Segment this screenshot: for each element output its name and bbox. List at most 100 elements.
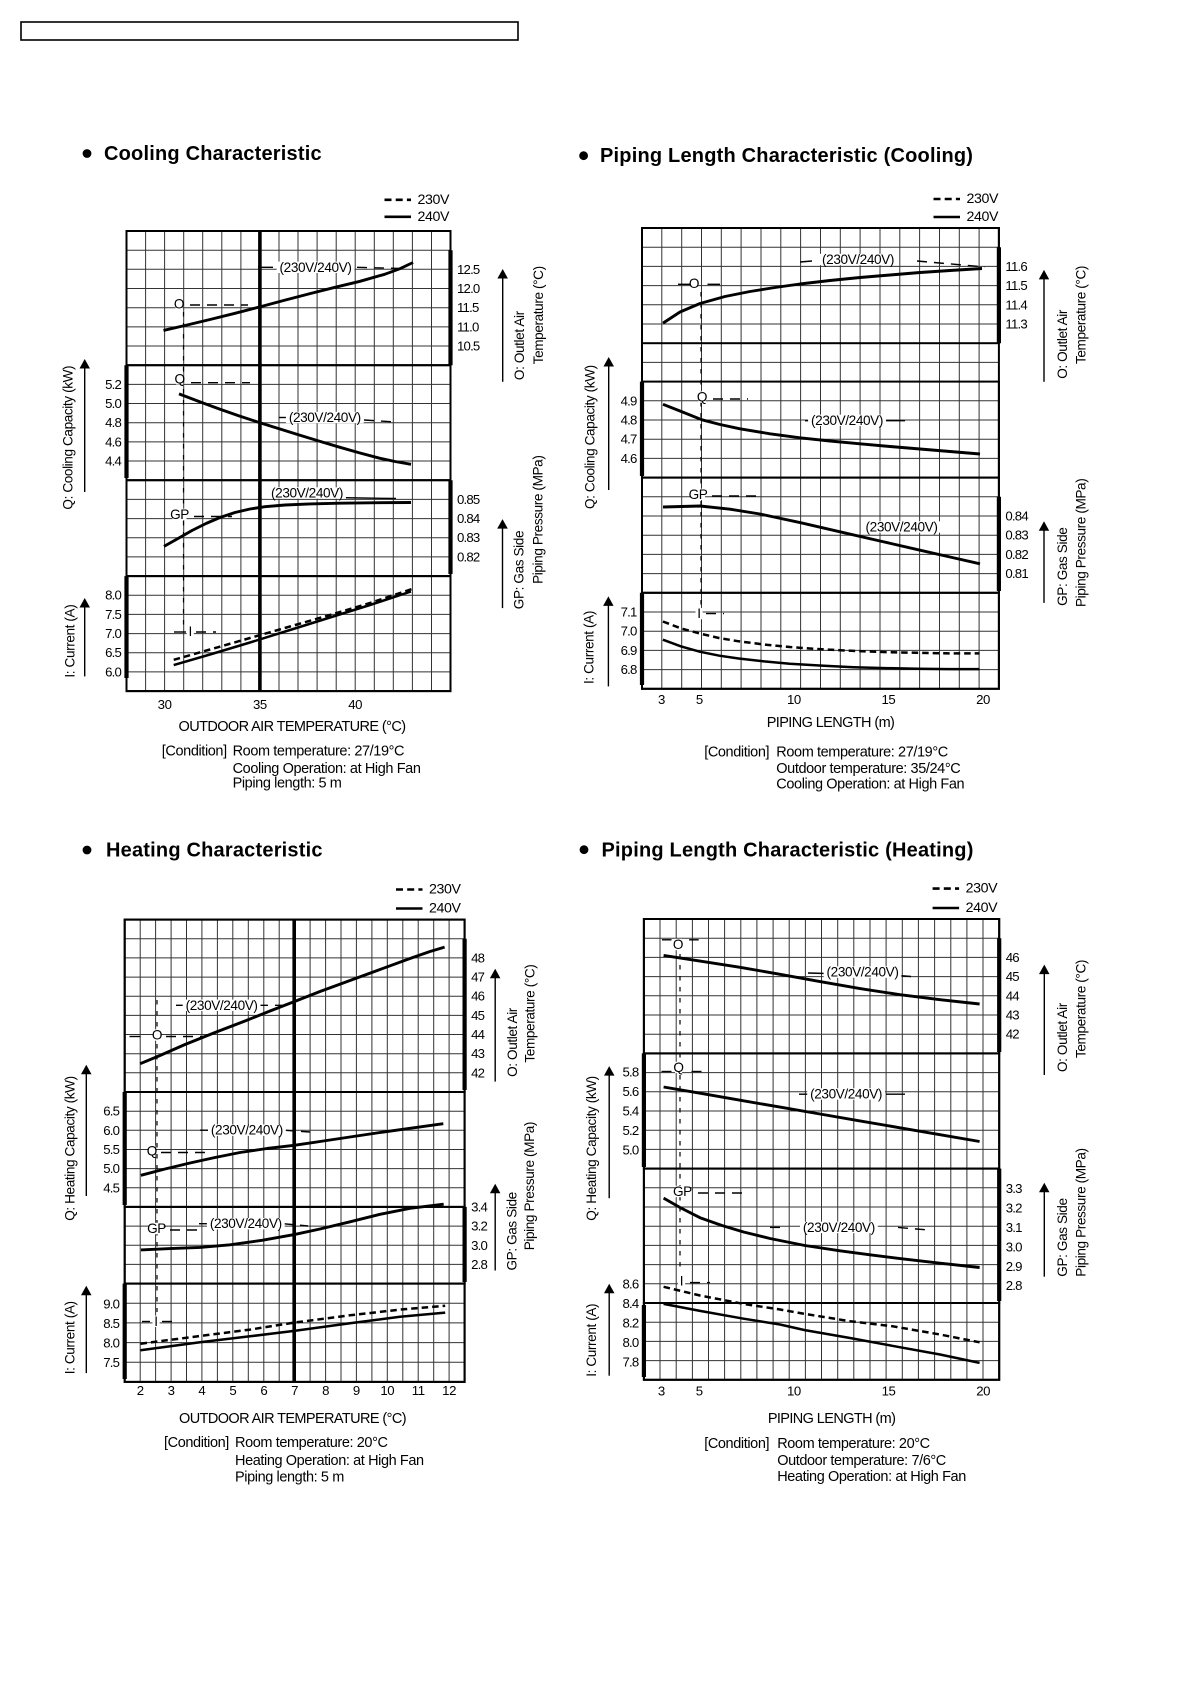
svg-text:Cooling Operation: at High Fan: Cooling Operation: at High Fan [776,777,964,793]
svg-text:Outdoor temperature: 35/24°C: Outdoor temperature: 35/24°C [776,761,960,777]
svg-text:Q: Q [175,371,185,386]
svg-text:44: 44 [471,1027,485,1042]
svg-text:Temperature (°C): Temperature (°C) [1074,960,1089,1058]
svg-text:Piping length: 5 m: Piping length: 5 m [235,1470,344,1486]
svg-text:5.4: 5.4 [622,1104,638,1119]
svg-text:12.0: 12.0 [457,281,480,296]
svg-text:4.8: 4.8 [105,415,121,430]
svg-text:8.0: 8.0 [622,1335,638,1350]
svg-text:11: 11 [412,1383,425,1398]
svg-text:2.9: 2.9 [1006,1259,1022,1274]
svg-text:GP: GP [689,487,708,502]
svg-text:8.0: 8.0 [105,588,121,603]
svg-text:5.6: 5.6 [622,1084,638,1099]
svg-text:Heating Operation: at High Fan: Heating Operation: at High Fan [235,1453,424,1469]
svg-text:6.5: 6.5 [103,1104,119,1119]
svg-text:7.0: 7.0 [105,626,121,641]
svg-text:Piping Length Characteristic (: Piping Length Characteristic (Cooling) [600,145,973,167]
svg-text:15: 15 [881,692,895,707]
svg-text:11.0: 11.0 [457,319,479,334]
svg-text:[Condition]: [Condition] [162,744,227,760]
svg-text:10: 10 [787,1383,801,1398]
svg-text:5.8: 5.8 [622,1065,638,1080]
svg-text:8: 8 [322,1383,329,1398]
svg-text:230V: 230V [966,881,998,897]
svg-text:10: 10 [380,1383,394,1398]
svg-text:3.0: 3.0 [471,1238,487,1253]
svg-text:40: 40 [348,697,362,712]
svg-text:I: I [189,624,192,639]
svg-text:2.8: 2.8 [1006,1278,1022,1293]
svg-text:240V: 240V [429,901,461,917]
svg-text:0.84: 0.84 [1005,509,1028,524]
svg-text:(230V/240V): (230V/240V) [289,410,361,425]
svg-text:3.2: 3.2 [471,1219,487,1234]
svg-text:O: Outlet Air: O: Outlet Air [512,310,527,380]
svg-text:35: 35 [253,697,267,712]
svg-text:240V: 240V [418,209,450,225]
svg-text:Piping length: 5 m: Piping length: 5 m [233,776,342,792]
svg-text:Q: Cooling Capacity (kW): Q: Cooling Capacity (kW) [583,365,598,509]
svg-text:230V: 230V [967,191,999,207]
svg-text:240V: 240V [967,209,999,225]
svg-text:I: Current (A): I: Current (A) [584,1304,599,1377]
svg-text:42: 42 [1006,1027,1020,1042]
svg-text:(230V/240V): (230V/240V) [210,1216,282,1231]
svg-text:(230V/240V): (230V/240V) [827,965,899,980]
svg-text:3.2: 3.2 [1006,1201,1022,1216]
svg-text:I: I [680,1274,683,1289]
svg-text:45: 45 [1006,969,1020,984]
svg-text:12.5: 12.5 [457,262,480,277]
svg-text:8.6: 8.6 [622,1277,638,1292]
svg-text:6.8: 6.8 [621,662,637,677]
svg-text:0.83: 0.83 [457,530,480,545]
svg-text:GP: Gas Side: GP: Gas Side [1055,528,1070,606]
svg-text:0.84: 0.84 [457,511,480,526]
svg-text:11.5: 11.5 [1005,278,1027,293]
svg-text:8.2: 8.2 [622,1316,638,1331]
svg-text:Room temperature: 20°C: Room temperature: 20°C [235,1435,388,1451]
svg-text:4: 4 [198,1383,205,1398]
svg-text:3.4: 3.4 [471,1199,487,1214]
svg-text:Room temperature: 20°C: Room temperature: 20°C [777,1436,930,1452]
svg-text:Q: Cooling Capacity (kW): Q: Cooling Capacity (kW) [61,366,76,510]
svg-text:Q: Q [697,390,707,405]
svg-text:Q: Heating Capacity (kW): Q: Heating Capacity (kW) [63,1076,78,1221]
svg-text:0.82: 0.82 [457,549,480,564]
svg-text:7.8: 7.8 [622,1355,638,1370]
svg-text:GP: GP [147,1221,166,1236]
svg-text:O: Outlet Air: O: Outlet Air [1055,309,1070,379]
svg-text:Room temperature: 27/19°C: Room temperature: 27/19°C [776,745,948,761]
svg-text:O: O [689,276,699,291]
svg-text:(230V/240V): (230V/240V) [280,260,352,275]
svg-text:O: O [673,937,683,952]
svg-text:240V: 240V [966,900,998,916]
svg-text:4.7: 4.7 [621,432,637,447]
svg-text:3: 3 [168,1383,175,1398]
svg-text:Piping Length Characteristic (: Piping Length Characteristic (Heating) [602,840,974,862]
svg-text:44: 44 [1006,988,1020,1003]
svg-text:10: 10 [787,692,801,707]
svg-text:Q: Q [147,1144,157,1159]
svg-text:(230V/240V): (230V/240V) [271,486,343,501]
svg-text:11.6: 11.6 [1005,259,1027,274]
svg-text:6.9: 6.9 [621,643,637,658]
svg-text:45: 45 [471,1008,485,1023]
svg-text:Outdoor temperature: 7/6°C: Outdoor temperature: 7/6°C [777,1453,946,1469]
svg-text:8.5: 8.5 [103,1316,119,1331]
svg-text:9.0: 9.0 [103,1297,119,1312]
svg-text:GP: Gas Side: GP: Gas Side [512,531,527,609]
svg-text:8.4: 8.4 [622,1296,638,1311]
svg-text:Piping Pressure (MPa): Piping Pressure (MPa) [1074,479,1089,607]
svg-text:12: 12 [442,1383,456,1398]
svg-text:(230V/240V): (230V/240V) [810,1087,882,1102]
svg-text:30: 30 [158,697,172,712]
svg-text:11.4: 11.4 [1005,297,1027,312]
svg-text:O: O [152,1028,162,1043]
svg-text:GP: Gas Side: GP: Gas Side [505,1192,520,1270]
svg-text:0.82: 0.82 [1005,547,1028,562]
svg-text:O: Outlet Air: O: Outlet Air [1055,1002,1070,1072]
svg-text:7.5: 7.5 [103,1355,119,1370]
svg-text:(230V/240V): (230V/240V) [811,413,883,428]
svg-text:4.6: 4.6 [105,434,121,449]
